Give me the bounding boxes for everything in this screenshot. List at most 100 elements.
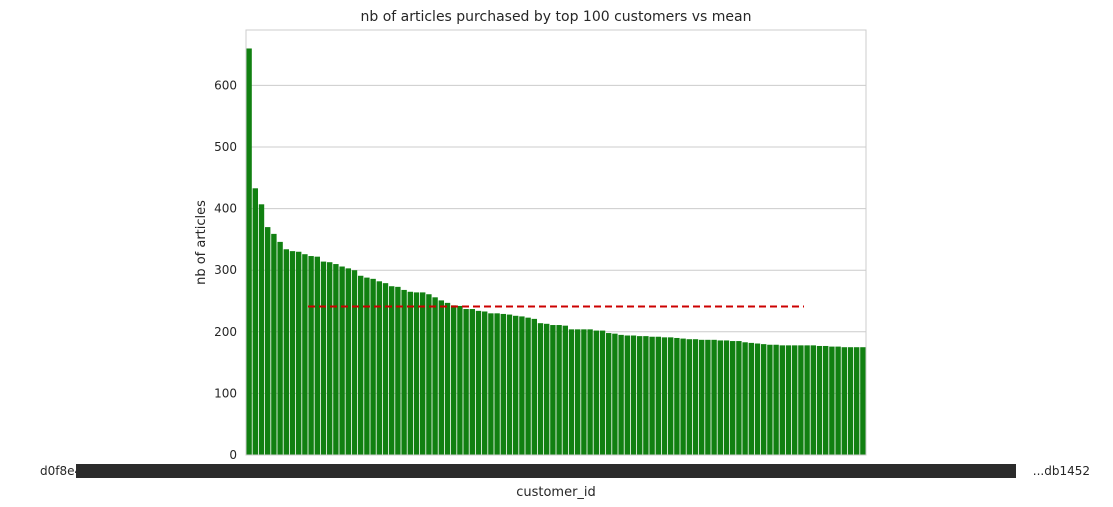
bar: [302, 254, 308, 455]
y-tick-label: 500: [214, 140, 237, 154]
bar: [277, 241, 283, 455]
bar: [705, 339, 711, 455]
bar: [612, 333, 618, 455]
bar: [686, 339, 692, 455]
bar: [562, 325, 568, 455]
bar: [339, 266, 345, 455]
bar: [556, 325, 562, 455]
bar: [736, 341, 742, 455]
bar: [618, 334, 624, 455]
bar: [810, 345, 816, 455]
x-tick-labels-overlap: [76, 464, 1016, 478]
bar: [637, 336, 643, 455]
bar: [823, 345, 829, 455]
y-tick-label: 600: [214, 78, 237, 92]
bar: [364, 277, 370, 455]
bar: [829, 346, 835, 455]
y-tick-label: 200: [214, 325, 237, 339]
bar: [469, 309, 475, 455]
bar: [798, 345, 804, 455]
y-axis-ticks: 0 100 200 300 400 500 600: [214, 78, 237, 462]
bar: [475, 310, 482, 455]
bar: [420, 292, 426, 455]
bar: [674, 337, 680, 455]
bar: [432, 297, 438, 455]
x-axis-tick-labels: d0f8e4 ...db1452: [40, 464, 1090, 478]
bar: [296, 251, 302, 455]
bar: [531, 318, 537, 455]
bar: [488, 313, 494, 455]
bar: [773, 344, 779, 455]
chart-title: nb of articles purchased by top 100 cust…: [360, 9, 751, 25]
bar: [519, 316, 525, 455]
bar: [860, 347, 866, 455]
bar: [500, 313, 506, 455]
plot-frame: [245, 29, 867, 456]
bar: [742, 342, 748, 455]
bar: [308, 256, 314, 455]
bar: [537, 323, 544, 455]
bar: [655, 336, 661, 455]
bar: [401, 289, 407, 455]
bar: [575, 329, 581, 455]
y-tick-label: 300: [214, 263, 237, 277]
x-tick-label-last: ...db1452: [1033, 464, 1090, 478]
bar: [314, 256, 320, 455]
bar: [661, 337, 668, 455]
bar: [568, 329, 575, 455]
bar: [525, 317, 531, 455]
bar: [271, 233, 277, 455]
bar: [754, 343, 761, 455]
gridlines: [246, 84, 866, 456]
bar: [847, 347, 854, 455]
bar: [587, 329, 593, 455]
bar: [854, 347, 860, 455]
y-tick-label: 0: [229, 448, 237, 462]
bar: [327, 262, 333, 455]
bar: [792, 345, 798, 455]
bar: [550, 325, 556, 455]
bar: [593, 330, 599, 455]
bar: [444, 302, 451, 455]
bar: [835, 346, 841, 455]
bar: [438, 300, 444, 455]
bar: [680, 338, 686, 455]
bar: [767, 344, 773, 455]
bar: [723, 340, 730, 455]
bar: [358, 275, 364, 455]
bar: [606, 333, 612, 455]
bar: [717, 340, 723, 455]
bar: [494, 313, 500, 455]
bar: [730, 341, 736, 455]
bar: [513, 315, 519, 455]
bar: [382, 283, 389, 455]
bar: [451, 305, 457, 455]
bar: [333, 264, 339, 455]
y-tick-label: 100: [214, 386, 237, 400]
bar: [389, 286, 395, 455]
bar: [395, 286, 401, 455]
y-axis-label: nb of articles: [194, 200, 209, 285]
bar: [599, 330, 606, 455]
bar: [649, 336, 655, 455]
bar: [376, 281, 382, 455]
bar: [482, 311, 488, 455]
bar: [463, 309, 469, 455]
bar: [581, 329, 587, 455]
bar: [668, 337, 674, 455]
bar: [345, 268, 351, 455]
bar: [699, 339, 705, 455]
bar: [283, 249, 289, 455]
bar: [506, 314, 513, 455]
bar: [624, 335, 630, 455]
bar: [785, 345, 792, 455]
bar: [779, 345, 785, 455]
bar: [289, 251, 296, 455]
bar: [370, 278, 376, 455]
bar: [692, 339, 699, 455]
bar: [711, 339, 717, 455]
x-tick-label-first: d0f8e4: [40, 464, 82, 478]
x-axis-label: customer_id: [516, 485, 596, 500]
bar: [748, 342, 754, 455]
